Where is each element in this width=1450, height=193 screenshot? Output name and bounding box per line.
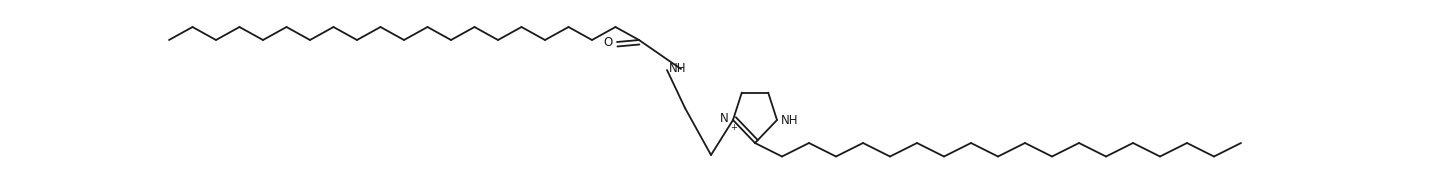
Text: O: O bbox=[603, 36, 613, 48]
Text: NH: NH bbox=[782, 113, 799, 126]
Text: NH: NH bbox=[668, 63, 686, 75]
Text: N: N bbox=[721, 113, 729, 125]
Text: +: + bbox=[731, 124, 738, 133]
